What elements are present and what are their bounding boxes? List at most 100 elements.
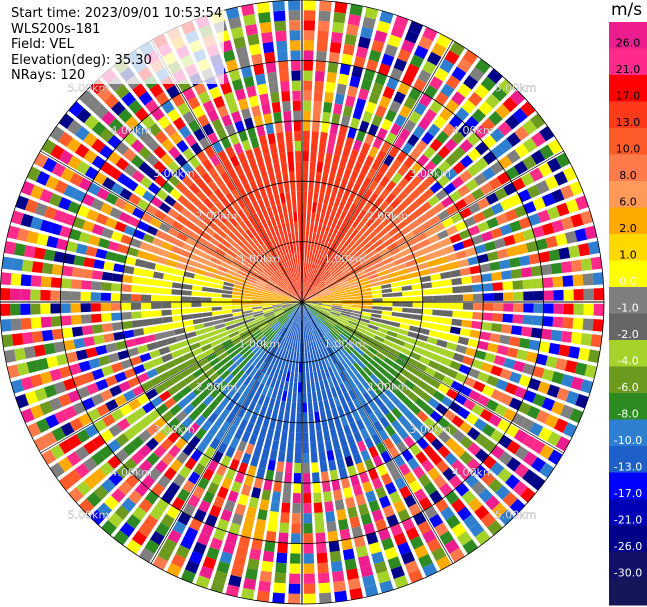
- ppi-gate: [343, 212, 352, 224]
- ppi-gate: [335, 274, 346, 282]
- ppi-gate: [410, 319, 422, 327]
- ppi-gate: [357, 273, 368, 281]
- ppi-gate: [309, 371, 315, 383]
- ppi-gate: [327, 418, 336, 430]
- ppi-gate: [319, 311, 329, 317]
- ppi-gate: [314, 512, 324, 524]
- ppi-gate: [490, 128, 505, 143]
- ppi-gate: [450, 380, 463, 392]
- ppi-gate: [351, 307, 363, 312]
- ppi-gate: [442, 295, 453, 302]
- ppi-gate: [302, 161, 309, 172]
- ppi-gate: [367, 467, 379, 481]
- ppi-gate: [369, 253, 381, 262]
- ppi-gate: [402, 307, 413, 313]
- ppi-gate: [405, 63, 420, 78]
- ppi-gate: [344, 33, 357, 46]
- ppi-gate: [407, 331, 419, 339]
- ppi-gate: [372, 239, 384, 249]
- ppi-gate: [323, 236, 331, 247]
- ppi-gate: [325, 183, 333, 195]
- ppi-gate: [351, 260, 361, 269]
- ppi-gate: [503, 182, 517, 196]
- ppi-gate: [443, 245, 455, 255]
- ppi-gate: [310, 290, 319, 297]
- ppi-gate: [427, 234, 440, 244]
- ppi-gate: [514, 463, 530, 479]
- ppi-gate: [304, 282, 308, 293]
- ppi-gate: [302, 302, 310, 310]
- ppi-gate: [528, 253, 541, 265]
- ppi-gate: [480, 362, 494, 374]
- ppi-gate: [325, 510, 336, 523]
- ppi-gate: [467, 256, 480, 266]
- ppi-gate: [305, 283, 311, 293]
- ppi-gate: [353, 56, 366, 69]
- ppi-gate: [303, 523, 313, 534]
- ppi-gate: [355, 372, 365, 384]
- ppi-gate: [311, 361, 317, 372]
- ppi-gate: [471, 187, 485, 201]
- ppi-gate: [314, 411, 321, 423]
- ppi-gate: [389, 348, 401, 357]
- ppi-gate: [312, 111, 321, 122]
- ppi-gate: [316, 542, 327, 554]
- ppi-gate: [410, 175, 423, 188]
- ppi-gate: [568, 346, 581, 359]
- ppi-gate: [376, 20, 391, 34]
- ppi-gate: [366, 231, 377, 241]
- ppi-gate: [357, 383, 367, 395]
- ppi-gate: [329, 164, 338, 176]
- ppi-gate: [412, 125, 426, 139]
- ppi-gate: [394, 257, 406, 266]
- ppi-gate: [401, 285, 413, 291]
- ppi-gate: [392, 378, 404, 389]
- ppi-gate: [412, 207, 424, 219]
- ppi-gate: [360, 142, 371, 155]
- ppi-gate: [422, 309, 433, 315]
- ppi-gate: [386, 76, 399, 90]
- ppi-gate: [412, 368, 424, 379]
- ppi-gate: [401, 313, 413, 319]
- ppi-gate: [338, 221, 347, 233]
- ppi-gate: [424, 343, 436, 352]
- ppi-gate: [319, 213, 325, 225]
- ppi-gate: [405, 526, 420, 541]
- ppi-gate: [376, 570, 391, 584]
- ppi-gate: [316, 50, 327, 62]
- ppi-gate: [520, 487, 536, 503]
- ppi-gate: [333, 396, 342, 408]
- ppi-gate: [400, 318, 412, 325]
- ppi-gate: [541, 397, 556, 412]
- ppi-gate: [429, 378, 441, 389]
- colorbar-tick-label: -10.0: [614, 434, 642, 447]
- ppi-gate: [333, 103, 343, 115]
- ppi-gate: [369, 235, 380, 245]
- ppi-gate: [449, 269, 461, 278]
- ppi-gate: [342, 329, 353, 338]
- ppi-gate: [309, 221, 315, 233]
- ppi-gate: [441, 217, 455, 229]
- ppi-gate: [390, 395, 402, 407]
- ppi-gate: [321, 295, 332, 299]
- ppi-gate: [327, 226, 335, 238]
- ppi-gate: [552, 276, 564, 288]
- ppi-gate: [444, 539, 460, 554]
- ppi-gate: [362, 298, 373, 302]
- ppi-gate: [498, 451, 513, 466]
- ppi-gate: [309, 161, 316, 172]
- ppi-gate: [409, 243, 422, 253]
- ppi-gate: [548, 249, 561, 262]
- ppi-gate: [312, 340, 318, 351]
- ppi-gate: [417, 262, 429, 271]
- ppi-gate: [364, 245, 375, 255]
- ppi-gate: [449, 233, 462, 244]
- ppi-gate: [346, 274, 358, 282]
- ppi-gate: [501, 270, 513, 280]
- ppi-gate: [320, 257, 327, 268]
- ppi-gate: [386, 330, 398, 338]
- ppi-gate: [397, 414, 410, 427]
- ppi-gate: [357, 251, 367, 261]
- ppi-gate: [302, 362, 306, 373]
- ppi-gate: [402, 291, 413, 297]
